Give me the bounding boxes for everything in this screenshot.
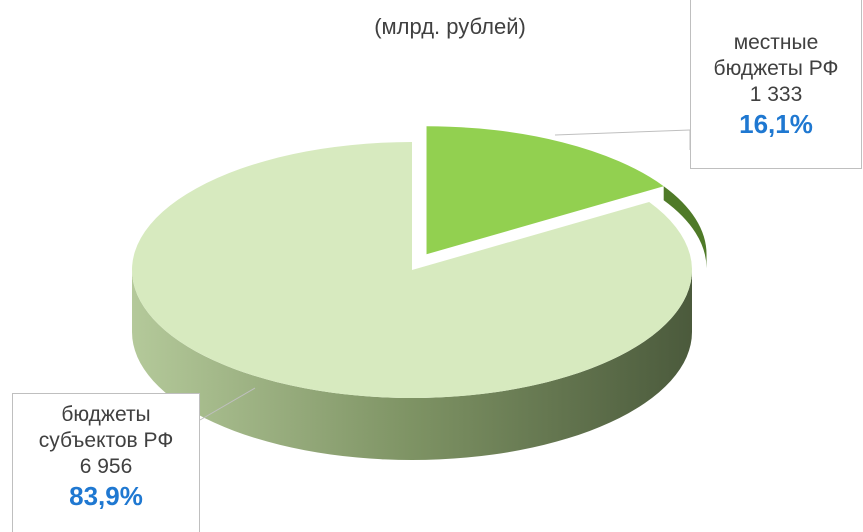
data-label: бюджеты субъектов РФ 6 956 83,9%	[12, 393, 200, 532]
label-percent: 83,9%	[69, 481, 143, 511]
pie	[131, 126, 707, 460]
slice-side	[132, 270, 692, 460]
label-value: 6 956	[79, 455, 133, 478]
leader-line	[199, 387, 256, 421]
slice	[426, 126, 664, 255]
chart-title: (млрд. рублей)	[374, 14, 526, 39]
data-label: местные бюджеты РФ 1 333 16,1%	[690, 0, 862, 169]
label-category: бюджеты субъектов РФ	[38, 403, 174, 452]
slice	[131, 142, 693, 398]
label-percent: 16,1%	[739, 109, 813, 139]
slice-side	[663, 186, 707, 269]
leader-line	[554, 129, 691, 136]
label-category: местные бюджеты РФ	[713, 31, 839, 80]
label-value: 1 333	[749, 83, 803, 106]
